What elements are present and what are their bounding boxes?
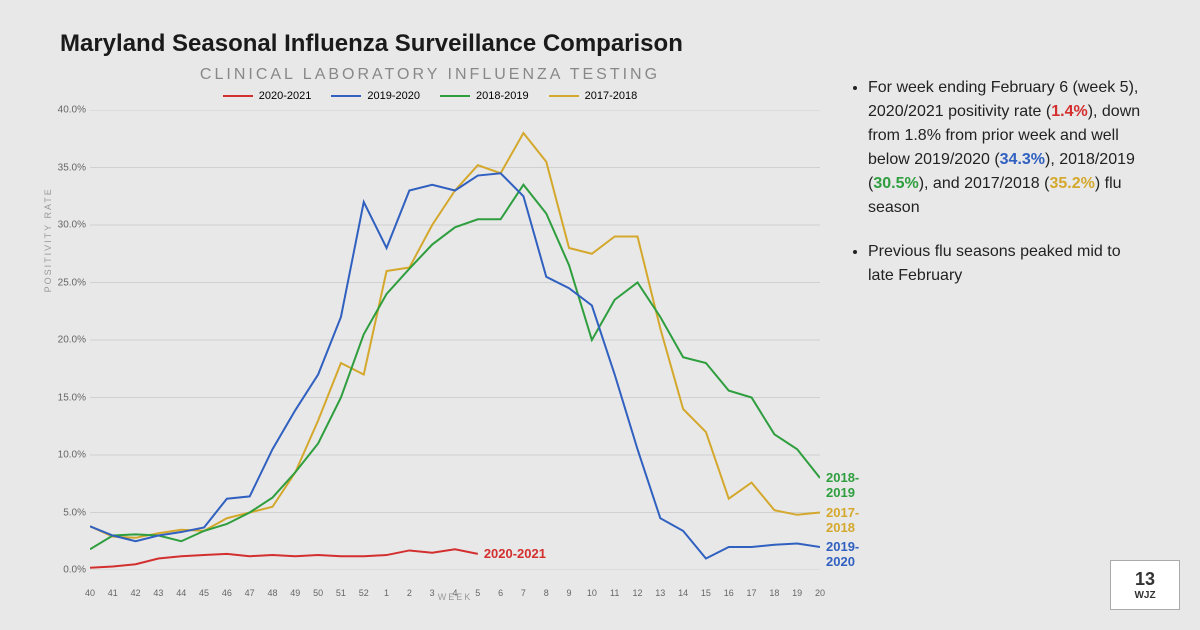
series-end-label: 2018-2019 (826, 470, 859, 500)
series-s2020_2021 (90, 549, 478, 567)
x-tick-label: 15 (701, 588, 711, 598)
legend-item-2018-2019: 2018-2019 (440, 90, 529, 102)
legend-label: 2019-2020 (367, 90, 420, 102)
x-tick-label: 40 (85, 588, 95, 598)
legend: 2020-2021 2019-2020 2018-2019 2017-2018 (40, 90, 820, 102)
series-s2018_2019 (90, 185, 820, 550)
x-tick-label: 47 (245, 588, 255, 598)
x-tick-label: 44 (176, 588, 186, 598)
page-title: Maryland Seasonal Influenza Surveillance… (60, 30, 1160, 58)
x-tick-label: 10 (587, 588, 597, 598)
x-tick-label: 51 (336, 588, 346, 598)
y-tick-label: 0.0% (63, 565, 86, 576)
station-logo: 13 WJZ (1110, 560, 1180, 610)
x-tick-label: 46 (222, 588, 232, 598)
x-tick-label: 50 (313, 588, 323, 598)
series-end-label: 2017-2018 (826, 505, 859, 535)
x-tick-label: 6 (498, 588, 503, 598)
x-tick-label: 20 (815, 588, 825, 598)
x-tick-label: 19 (792, 588, 802, 598)
x-tick-label: 12 (632, 588, 642, 598)
series-s2019_2020 (90, 173, 820, 558)
x-tick-label: 52 (359, 588, 369, 598)
series-end-label: 2019-2020 (826, 539, 859, 569)
station-call: WJZ (1134, 590, 1155, 601)
x-tick-label: 42 (131, 588, 141, 598)
legend-label: 2017-2018 (585, 90, 638, 102)
rate-2020-2021: 1.4% (1051, 103, 1087, 120)
x-tick-label: 3 (430, 588, 435, 598)
x-tick-label: 49 (290, 588, 300, 598)
legend-item-2019-2020: 2019-2020 (331, 90, 420, 102)
x-tick-label: 14 (678, 588, 688, 598)
x-tick-label: 8 (544, 588, 549, 598)
legend-swatch (549, 95, 579, 97)
legend-swatch (223, 95, 253, 97)
y-tick-label: 5.0% (63, 507, 86, 518)
y-tick-label: 40.0% (58, 105, 86, 116)
legend-label: 2018-2019 (476, 90, 529, 102)
legend-swatch (440, 95, 470, 97)
x-tick-label: 5 (475, 588, 480, 598)
rate-2017-2018: 35.2% (1049, 175, 1094, 192)
x-tick-label: 18 (769, 588, 779, 598)
x-tick-label: 9 (567, 588, 572, 598)
y-tick-label: 25.0% (58, 277, 86, 288)
chart-svg (90, 110, 820, 570)
x-tick-label: 4 (452, 588, 457, 598)
x-tick-label: 1 (384, 588, 389, 598)
series-s2017_2018 (90, 133, 820, 538)
legend-swatch (331, 95, 361, 97)
x-tick-label: 2 (407, 588, 412, 598)
y-ticks: 0.0%5.0%10.0%15.0%20.0%25.0%30.0%35.0%40… (52, 110, 86, 570)
x-tick-label: 48 (267, 588, 277, 598)
x-tick-label: 11 (610, 588, 619, 598)
legend-item-2020-2021: 2020-2021 (223, 90, 312, 102)
note-bullet-1: For week ending February 6 (week 5), 202… (868, 76, 1150, 220)
y-tick-label: 30.0% (58, 220, 86, 231)
y-tick-label: 15.0% (58, 392, 86, 403)
chart-panel: CLINICAL LABORATORY INFLUENZA TESTING 20… (40, 66, 820, 610)
x-tick-label: 41 (108, 588, 118, 598)
series-end-label: 2020-2021 (484, 546, 546, 561)
chart-subtitle: CLINICAL LABORATORY INFLUENZA TESTING (40, 66, 820, 84)
y-tick-label: 20.0% (58, 335, 86, 346)
x-tick-label: 45 (199, 588, 209, 598)
note-bullet-2: Previous flu seasons peaked mid to late … (868, 240, 1150, 288)
y-tick-label: 35.0% (58, 162, 86, 173)
plot-area: POSITIVITY RATE WEEK 0.0%5.0%10.0%15.0%2… (90, 110, 820, 570)
x-tick-label: 13 (655, 588, 665, 598)
channel-number: 13 (1135, 569, 1155, 590)
rate-2019-2020: 34.3% (1000, 151, 1045, 168)
x-tick-label: 43 (153, 588, 163, 598)
y-tick-label: 10.0% (58, 450, 86, 461)
notes-panel: For week ending February 6 (week 5), 202… (820, 66, 1160, 610)
rate-2018-2019: 30.5% (873, 175, 918, 192)
legend-item-2017-2018: 2017-2018 (549, 90, 638, 102)
x-tick-label: 16 (724, 588, 734, 598)
x-tick-label: 17 (747, 588, 757, 598)
x-tick-label: 7 (521, 588, 526, 598)
legend-label: 2020-2021 (259, 90, 312, 102)
